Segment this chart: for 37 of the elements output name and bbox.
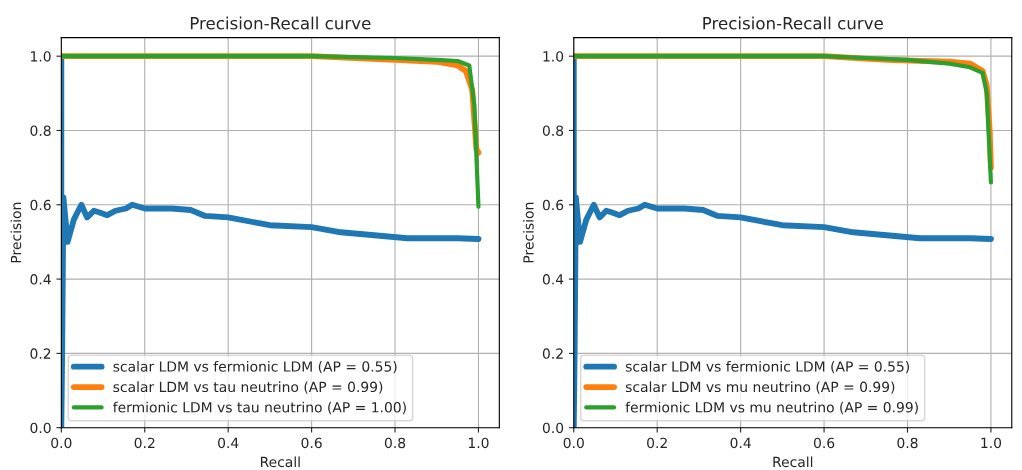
y-tick-label: 0.6 <box>542 199 564 211</box>
x-axis-title: Recall <box>773 456 813 468</box>
y-tick-label: 0.0 <box>30 422 51 434</box>
x-axis-title: Recall <box>260 456 300 468</box>
x-tick-label: 0.6 <box>813 437 835 449</box>
y-tick-label: 1.0 <box>543 51 564 62</box>
legend-label: scalar LDM vs fermionic LDM (AP = 0.55) <box>625 360 909 374</box>
x-tick-label: 0.6 <box>301 437 322 449</box>
x-tick-label: 0.8 <box>384 437 406 449</box>
y-tick-label: 0.4 <box>542 274 564 285</box>
x-tick-label: 0.8 <box>897 437 918 449</box>
chart-title: Precision-Recall curve <box>190 16 371 30</box>
y-tick-label: 0.8 <box>542 125 564 136</box>
chart-title: Precision-Recall curve <box>703 16 883 30</box>
x-tick-label: 0.4 <box>730 437 751 449</box>
y-axis-title: Precision <box>522 202 534 263</box>
x-tick-label: 0.0 <box>563 437 584 449</box>
x-tick-label: 0.2 <box>647 437 667 449</box>
x-tick-label: 0.4 <box>218 437 239 449</box>
legend-label: scalar LDM vs mu neutrino (AP = 0.99) <box>625 381 895 394</box>
x-tick-label: 0.0 <box>51 437 72 449</box>
y-tick-label: 0.6 <box>30 199 51 211</box>
x-tick-label: 1.0 <box>981 437 1002 449</box>
y-tick-label: 0.0 <box>542 422 564 434</box>
legend-label: scalar LDM vs fermionic LDM (AP = 0.55) <box>113 360 397 374</box>
legend-label: fermionic LDM vs tau neutrino (AP = 1.00) <box>113 401 406 415</box>
y-tick-label: 0.8 <box>30 125 51 136</box>
legend-label: fermionic LDM vs mu neutrino (AP = 0.99) <box>625 401 918 415</box>
legend-label: scalar LDM vs tau neutrino (AP = 0.99) <box>113 381 383 394</box>
line-series <box>61 54 481 209</box>
y-axis-title: Precision <box>10 202 22 263</box>
y-tick-label: 0.2 <box>542 348 563 359</box>
x-tick-label: 0.2 <box>134 437 155 449</box>
y-tick-label: 0.4 <box>30 274 51 285</box>
y-tick-label: 1.0 <box>31 51 51 62</box>
x-tick-label: 1.0 <box>468 437 489 449</box>
y-tick-label: 0.2 <box>30 348 51 359</box>
